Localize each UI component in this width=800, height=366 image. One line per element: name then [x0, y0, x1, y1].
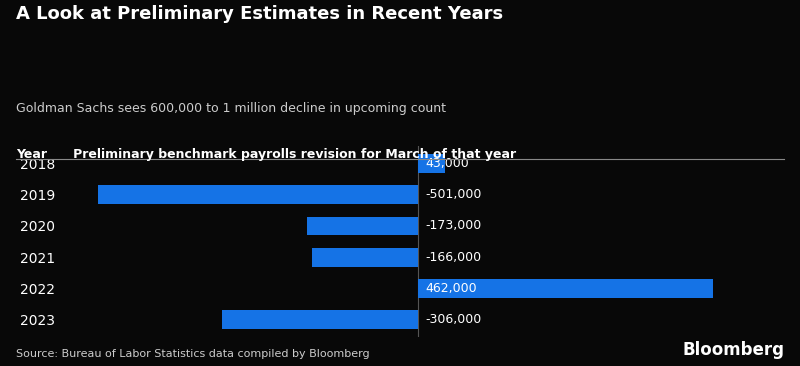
Text: Goldman Sachs sees 600,000 to 1 million decline in upcoming count: Goldman Sachs sees 600,000 to 1 million …: [16, 102, 446, 116]
Text: -166,000: -166,000: [426, 251, 482, 264]
Text: -306,000: -306,000: [426, 313, 482, 326]
Text: -173,000: -173,000: [426, 220, 482, 232]
Text: Year: Year: [16, 148, 47, 161]
Text: 462,000: 462,000: [426, 282, 478, 295]
Bar: [98, 186, 418, 204]
Bar: [312, 248, 418, 266]
Text: Source: Bureau of Labor Statistics data compiled by Bloomberg: Source: Bureau of Labor Statistics data …: [16, 349, 370, 359]
Bar: [418, 279, 714, 298]
Text: A Look at Preliminary Estimates in Recent Years: A Look at Preliminary Estimates in Recen…: [16, 5, 503, 23]
Bar: [222, 310, 418, 329]
Bar: [307, 217, 418, 235]
Text: Preliminary benchmark payrolls revision for March of that year: Preliminary benchmark payrolls revision …: [60, 148, 516, 161]
Text: -501,000: -501,000: [426, 188, 482, 201]
Text: 43,000: 43,000: [426, 157, 470, 170]
Text: Bloomberg: Bloomberg: [682, 341, 784, 359]
Bar: [418, 154, 446, 173]
